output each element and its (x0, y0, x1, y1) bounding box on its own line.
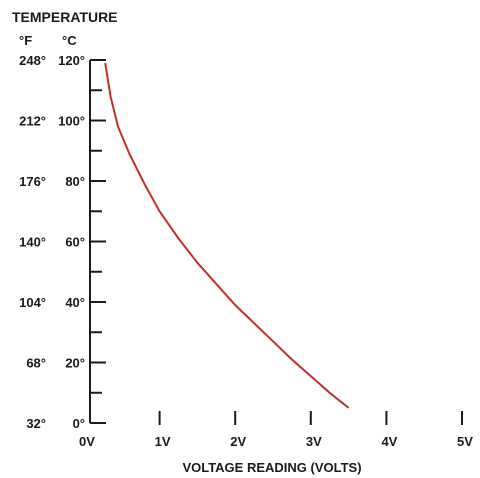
series-line (104, 62, 350, 409)
x-axis-label: VOLTAGE READING (VOLTS) (182, 460, 361, 475)
y-tick-label-celsius: 20° (65, 356, 85, 371)
y-tick-label-celsius: 40° (65, 295, 85, 310)
y-tick-label-fahrenheit: 68° (26, 356, 46, 371)
y-tick-label-fahrenheit: 248° (19, 53, 46, 68)
y-unit-celsius: °C (62, 33, 77, 48)
y-tick-label-celsius: 0° (73, 416, 85, 431)
x-axis: 0V 1V 2V 3V 4V 5V (79, 411, 473, 449)
y-tick-label-fahrenheit: 176° (19, 174, 46, 189)
y-tick-label-celsius: 100° (58, 114, 85, 129)
y-tick-label-fahrenheit: 32° (26, 416, 46, 431)
x-tick-label: 0V (79, 434, 95, 449)
y-tick-label-fahrenheit: 212° (19, 114, 46, 129)
x-tick-label: 2V (230, 434, 246, 449)
x-tick-label: 3V (306, 434, 322, 449)
y-unit-fahrenheit: °F (19, 33, 32, 48)
y-tick-label-celsius: 60° (65, 235, 85, 250)
y-tick-labels: 0° 32° 20° 68° 40° 104° 60° 140° 80° 176° 100° 212°… (19, 53, 85, 431)
y-tick-label-celsius: 120° (58, 53, 85, 68)
x-ticks (158, 411, 463, 425)
y-tick-label-celsius: 80° (65, 174, 85, 189)
x-tick-label: 1V (155, 434, 171, 449)
x-tick-labels: 0V 1V 2V 3V 4V 5V (79, 434, 473, 449)
y-axis: 0° 32° 20° 68° 40° 104° 60° 140° 80° 176° 100° 212°… (19, 53, 106, 431)
x-tick-label: 5V (457, 434, 473, 449)
y-ticks (90, 59, 106, 424)
y-tick-label-fahrenheit: 104° (19, 295, 46, 310)
chart-title: TEMPERATURE (12, 9, 118, 25)
x-tick-label: 4V (381, 434, 397, 449)
y-tick-label-fahrenheit: 140° (19, 235, 46, 250)
